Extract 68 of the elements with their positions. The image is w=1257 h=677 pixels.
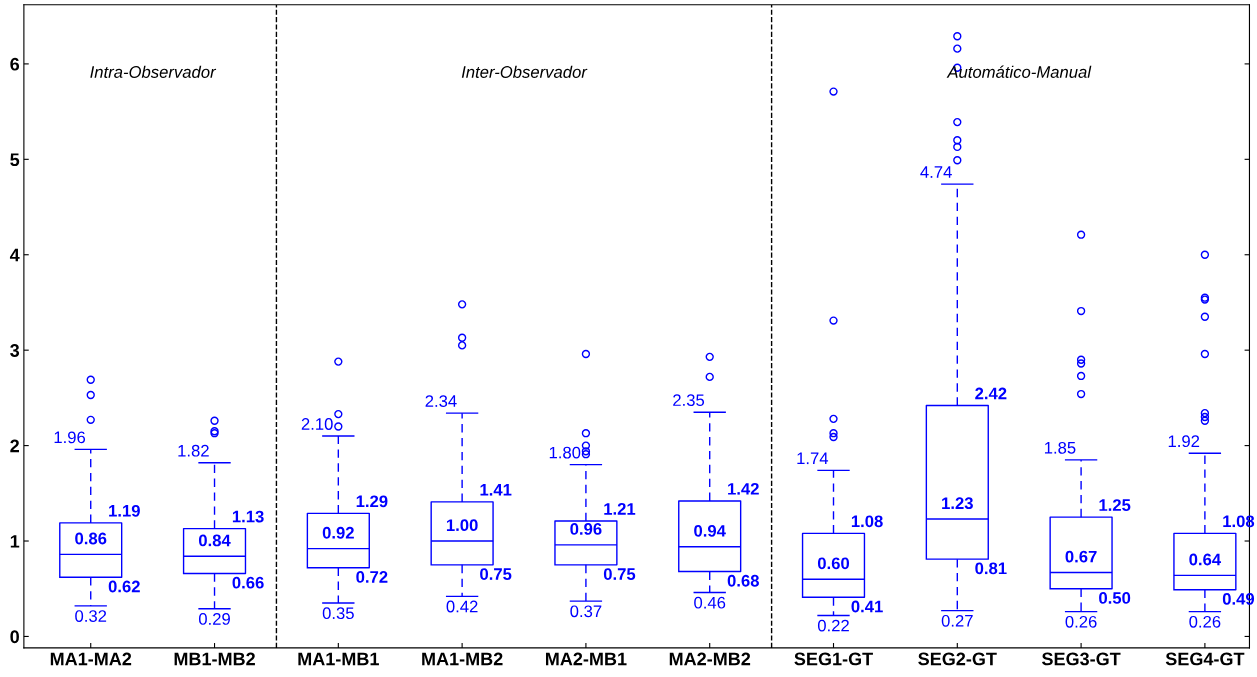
x-tick-label: SEG3-GT xyxy=(1041,652,1121,666)
annotation: 0.81 xyxy=(975,562,1007,575)
x-tick-label: MB1-MB2 xyxy=(174,652,255,666)
annotation: 1.85 xyxy=(1044,441,1076,454)
annotation: 0.22 xyxy=(817,619,849,632)
annotation: 1.00 xyxy=(446,519,478,532)
x-tick-label: SEG4-GT xyxy=(1165,652,1245,666)
annotation: 1.08 xyxy=(851,515,883,528)
annotation: 0.64 xyxy=(1189,553,1222,566)
annotation: 1.29 xyxy=(356,495,388,508)
annotation: 1.25 xyxy=(1099,499,1131,511)
annotation: 2.35 xyxy=(673,394,705,407)
x-tick-label: SEG2-GT xyxy=(918,652,997,666)
annotation: 0.68 xyxy=(727,574,759,587)
annotation: 1.74 xyxy=(797,452,829,465)
annotation: 0.26 xyxy=(1189,615,1221,628)
annotation: Automático-Manual xyxy=(946,65,1092,78)
annotation: 0.60 xyxy=(817,557,850,570)
annotation: 1.13 xyxy=(232,510,264,523)
annotation: 1.41 xyxy=(480,484,512,496)
annotation: 1.23 xyxy=(942,497,973,510)
annotation: Intra-Observador xyxy=(90,65,217,78)
annotation: 0.50 xyxy=(1099,592,1131,604)
annotation: 0.75 xyxy=(603,568,636,580)
x-tick-label: MA2-MB2 xyxy=(669,652,751,666)
annotation: 2.34 xyxy=(425,395,457,407)
annotation: 0.86 xyxy=(75,532,107,545)
annotation: 0.62 xyxy=(108,580,140,593)
y-tick-label: 5 xyxy=(10,153,20,167)
annotation: 2.10 xyxy=(301,418,333,430)
annotation: 1.96 xyxy=(54,431,86,444)
x-tick-label: MA1-MB2 xyxy=(422,652,503,666)
annotation: 0.92 xyxy=(322,526,354,539)
annotation: 0.66 xyxy=(232,576,264,589)
annotation: 0.75 xyxy=(480,568,512,580)
annotation: 0.26 xyxy=(1065,615,1097,628)
annotation: 0.32 xyxy=(75,610,107,622)
annotation: 0.67 xyxy=(1065,550,1097,563)
y-tick-label: 3 xyxy=(10,344,20,357)
annotation: 1.82 xyxy=(178,444,209,457)
annotation: 0.37 xyxy=(570,605,602,618)
annotation: 0.35 xyxy=(322,607,354,620)
x-tick-label: MA2-MB1 xyxy=(546,652,627,666)
annotation: Inter-Observador xyxy=(461,65,588,78)
annotation: 0.46 xyxy=(694,596,726,609)
y-tick-label: 1 xyxy=(10,535,20,548)
annotation: 0.42 xyxy=(446,600,478,613)
annotation: 1.80 xyxy=(549,446,581,459)
y-tick-label: 0 xyxy=(10,630,19,644)
annotation: 1.42 xyxy=(728,482,759,495)
annotation: 0.29 xyxy=(198,613,230,625)
annotation: 2.42 xyxy=(975,387,1007,400)
y-tick-label: 4 xyxy=(9,248,20,262)
annotation: 0.27 xyxy=(941,614,973,627)
annotation: 1.19 xyxy=(109,504,140,517)
annotation: 1.92 xyxy=(1168,435,1200,448)
y-tick-label: 2 xyxy=(10,439,19,453)
annotation: 0.94 xyxy=(694,524,726,537)
x-tick-label: SEG1-GT xyxy=(794,652,873,666)
annotation: 0.96 xyxy=(570,523,602,535)
annotation: 4.74 xyxy=(920,166,952,178)
annotation: 1.21 xyxy=(604,503,636,515)
annotation: 0.84 xyxy=(198,534,231,547)
y-tick-label: 6 xyxy=(10,57,20,71)
annotation: 0.72 xyxy=(356,571,388,583)
annotation: 0.41 xyxy=(851,600,883,613)
x-tick-label: MA1-MB1 xyxy=(298,652,379,666)
x-tick-label: MA1-MA2 xyxy=(50,652,132,666)
